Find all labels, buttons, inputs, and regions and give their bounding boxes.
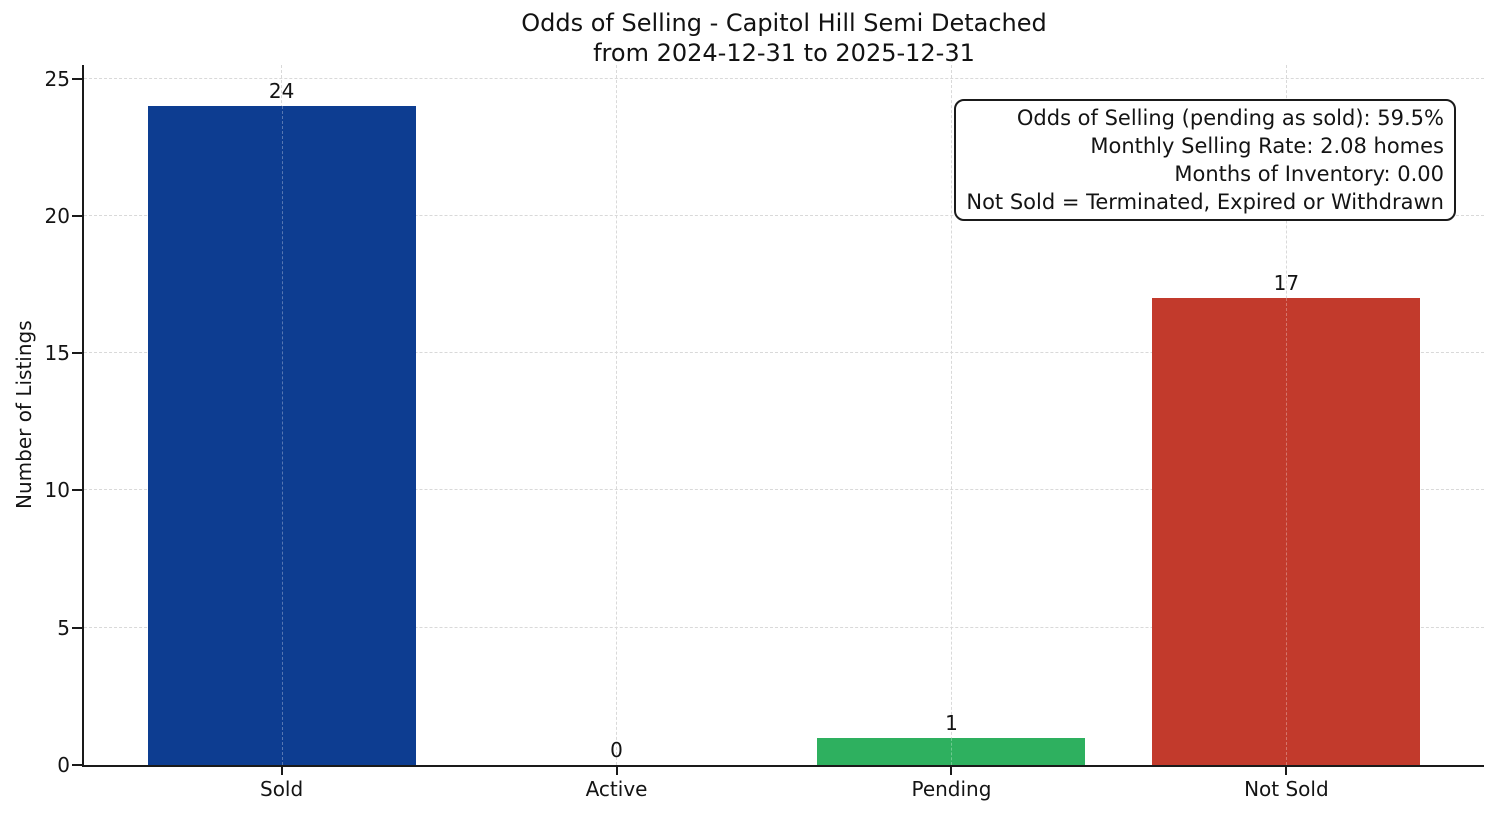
y-tick [72, 352, 82, 355]
x-tick [615, 767, 618, 775]
x-tick [1285, 767, 1288, 775]
y-tick [72, 214, 82, 217]
chart-title-line1: Odds of Selling - Capitol Hill Semi Deta… [521, 9, 1047, 37]
y-tick-label: 0 [57, 753, 70, 777]
y-axis-label: Number of Listings [12, 320, 36, 510]
y-tick-label: 25 [44, 66, 70, 91]
y-tick-label: 5 [57, 615, 70, 640]
annotation-not-sold-definition: Not Sold = Terminated, Expired or Withdr… [966, 190, 1444, 214]
x-tick-label-pending: Pending [911, 777, 992, 801]
y-axis-spine [82, 65, 84, 767]
x-gridline [616, 65, 618, 765]
bar-value-label-pending: 1 [945, 710, 958, 735]
chart-title-line2: from 2024-12-31 to 2025-12-31 [593, 39, 975, 67]
annotation-monthly-selling-rate: Monthly Selling Rate: 2.08 homes [1090, 134, 1444, 158]
y-gridline [84, 352, 1484, 354]
y-tick [72, 77, 82, 80]
stats-annotation-box: Odds of Selling (pending as sold): 59.5%… [954, 99, 1456, 221]
x-tick-label-active: Active [585, 777, 648, 801]
x-tick [280, 767, 283, 775]
y-gridline [84, 214, 1484, 216]
y-tick-label: 10 [44, 478, 70, 503]
y-tick [72, 626, 82, 629]
annotation-months-of-inventory: Months of Inventory: 0.00 [1174, 162, 1444, 186]
x-tick-label-not-sold: Not Sold [1244, 777, 1329, 801]
y-gridline [84, 626, 1484, 628]
bar-value-label-not-sold: 17 [1273, 271, 1300, 296]
plot-area: 0 5 10 15 20 25 24 Sold 0 Active 1 Pending 17 Not Sol… [45, 65, 1484, 801]
bar-center-gridline-overlay [1286, 298, 1288, 765]
bar-value-label-active: 0 [610, 738, 623, 762]
y-gridline [84, 489, 1484, 491]
bar-not-sold [1152, 298, 1421, 765]
y-tick-label: 20 [44, 203, 70, 228]
y-tick [72, 489, 82, 492]
y-tick [72, 764, 82, 766]
x-axis-spine [82, 765, 1484, 767]
bar-value-label-sold: 24 [268, 79, 295, 104]
bar-sold [147, 106, 416, 765]
bar-center-gridline-overlay [281, 106, 283, 765]
x-tick-label-sold: Sold [260, 777, 304, 801]
y-tick-label: 15 [44, 341, 70, 366]
annotation-odds-of-selling: Odds of Selling (pending as sold): 59.5% [1016, 106, 1444, 130]
bar-pending [817, 737, 1086, 765]
x-gridline [950, 65, 952, 765]
chart-title: Odds of Selling - Capitol Hill Semi Deta… [84, 8, 1484, 68]
x-tick [950, 767, 953, 775]
y-gridline [84, 77, 1484, 79]
bar-center-gridline-overlay [951, 737, 953, 765]
